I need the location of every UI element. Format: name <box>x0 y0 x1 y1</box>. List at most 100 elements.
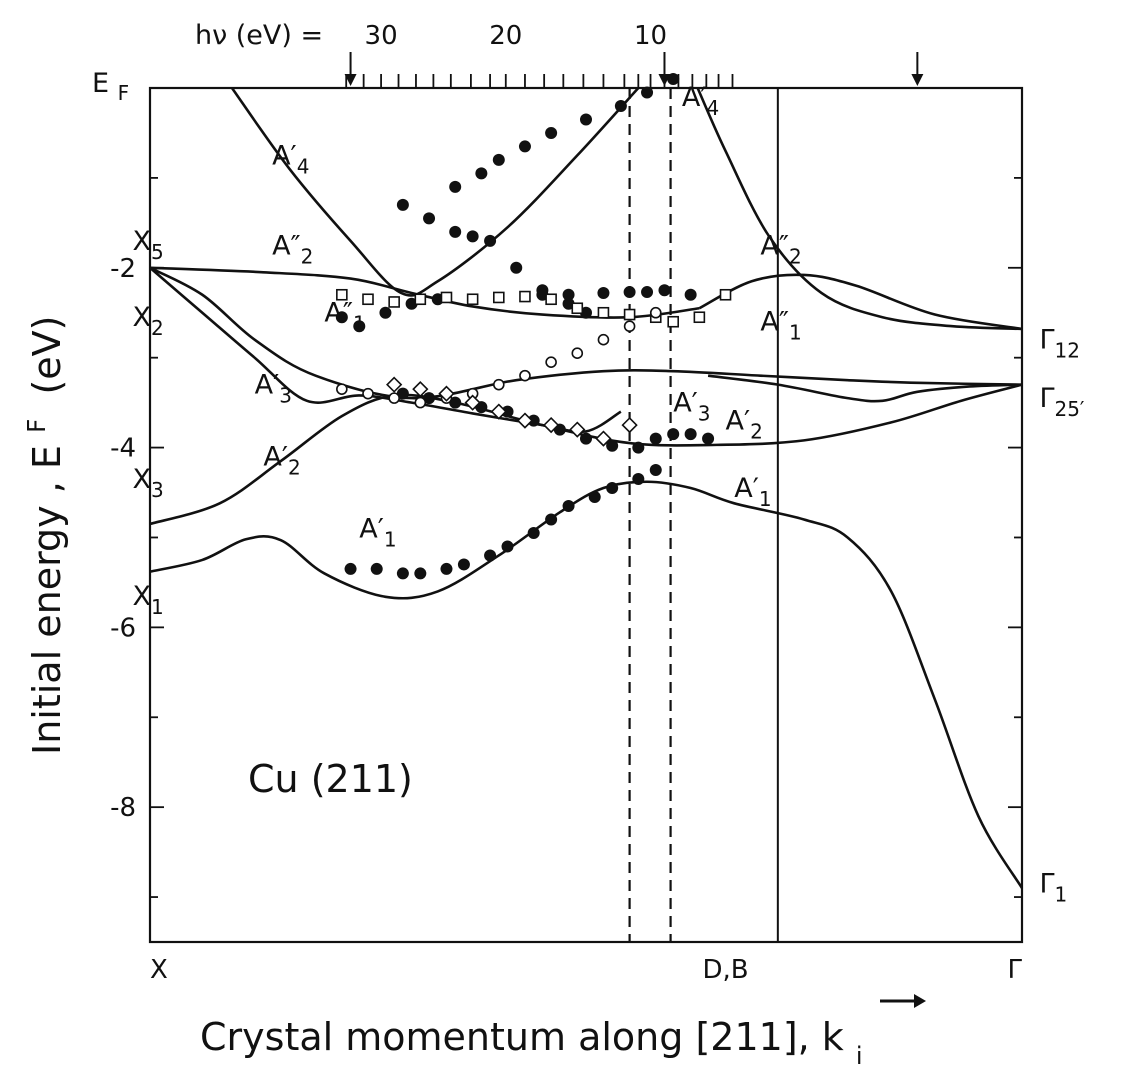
band-label-main: X <box>133 581 152 612</box>
filled-circle-point <box>423 212 436 225</box>
band-label-sub: 1 <box>789 321 802 345</box>
band-label-sub: 25′ <box>1054 397 1084 421</box>
filled-circle-point <box>684 428 697 441</box>
filled-circle-point <box>597 286 610 299</box>
filled-circle-point <box>527 414 540 427</box>
fermi-level-main: E <box>92 68 109 99</box>
y-axis-label-sup: F <box>22 419 51 433</box>
band-label-sub: 2 <box>151 316 164 340</box>
open-circle-point <box>649 306 662 319</box>
open-circle-point <box>414 396 427 409</box>
open-square-point <box>719 288 732 301</box>
filled-circle-point <box>545 126 558 139</box>
plot-border <box>148 86 1024 944</box>
band-label-sub: 3 <box>698 402 711 426</box>
band-label-main: X <box>133 226 152 257</box>
open-diamond-point <box>621 416 638 434</box>
filled-circle-point <box>641 86 654 99</box>
band-label-main: A″ <box>760 230 789 261</box>
filled-circle-point <box>492 153 505 166</box>
open-square-point <box>597 306 610 319</box>
filled-circle-point <box>658 284 671 297</box>
open-diamond-point <box>386 376 403 393</box>
top-axis-tick-label: 20 <box>489 21 522 51</box>
open-diamond-point <box>412 381 429 398</box>
filled-circle-point <box>623 286 636 299</box>
band-label-sub: 2 <box>288 456 301 480</box>
band-label-sub: 3 <box>151 478 164 502</box>
open-circle-point <box>519 369 531 382</box>
filled-circle-point <box>396 198 409 211</box>
y-axis-label-unit: (eV) <box>25 316 69 395</box>
filled-circle-point <box>580 432 592 445</box>
band-label: A′3 <box>673 388 710 426</box>
filled-circle-point <box>562 288 575 301</box>
filled-circle-point <box>632 473 645 486</box>
band-label-main: Γ <box>1039 383 1054 414</box>
band-label: X2 <box>133 302 164 340</box>
filled-circle-point <box>370 562 383 575</box>
x-axis-label-text: Crystal momentum along [211], k <box>200 1015 844 1059</box>
band-label: A′2 <box>263 442 300 480</box>
band-label-main: A′ <box>263 442 288 473</box>
top-axis-arrowhead <box>344 74 357 86</box>
band-curve <box>698 273 1023 331</box>
band-label-sub: 5 <box>151 240 164 264</box>
open-diamond-point <box>490 403 507 420</box>
sample-label: Cu (211) <box>248 757 413 801</box>
filled-circle-point <box>457 558 470 571</box>
open-square-point <box>667 315 680 328</box>
band-curve <box>230 87 640 297</box>
open-square-point <box>336 288 348 301</box>
open-circle-point <box>623 320 636 333</box>
band-label: A′1 <box>734 473 771 511</box>
open-square-point <box>492 291 505 304</box>
filled-circle-point <box>510 261 523 274</box>
open-circle-point <box>388 392 400 404</box>
band-label: X5 <box>133 226 164 264</box>
band-label-main: A′ <box>734 473 759 504</box>
top-axis-arrowhead <box>911 74 924 86</box>
x-tick-label: Γ <box>1008 955 1023 985</box>
y-tick-label: -2 <box>110 254 136 284</box>
band-label-main: X <box>133 464 152 495</box>
open-square-point <box>545 293 557 306</box>
band-label-main: A′ <box>682 82 707 113</box>
filled-circle-point <box>484 549 497 562</box>
top-axis-tick-label: 30 <box>365 21 398 51</box>
filled-circle-point <box>475 167 488 180</box>
band-label-main: A″ <box>324 298 353 329</box>
band-label: A″2 <box>760 230 801 268</box>
fermi-level-sub: F <box>118 81 130 105</box>
band-label-main: A′ <box>272 140 297 171</box>
filled-circle-point <box>518 140 531 153</box>
band-label-sub: 2 <box>750 420 763 444</box>
filled-circle-point <box>632 441 645 454</box>
filled-circle-point <box>606 482 619 495</box>
band-label-sub: 1 <box>151 595 164 619</box>
open-diamond-point <box>516 412 534 429</box>
top-axis-tick-label: 10 <box>634 21 667 51</box>
band-label-main: Γ <box>1039 325 1054 356</box>
open-square-point <box>519 290 531 303</box>
filled-circle-point <box>641 286 654 299</box>
open-square-point <box>466 293 479 306</box>
fermi-level-label: E F <box>92 68 129 105</box>
open-circle-point <box>492 378 505 391</box>
open-square-point <box>623 308 636 321</box>
filled-circle-point <box>501 540 514 553</box>
filled-circle-point <box>449 225 462 238</box>
top-axis-arrowhead <box>658 74 671 86</box>
band-label: Γ25′ <box>1039 383 1084 421</box>
filled-circle-point <box>414 567 427 580</box>
band-label: A′1 <box>359 513 396 551</box>
y-tick-label: -4 <box>110 434 136 464</box>
band-label-sub: 1 <box>353 312 366 336</box>
band-label: X3 <box>133 464 164 502</box>
open-square-point <box>362 293 374 306</box>
open-square-point <box>693 311 706 324</box>
band-label-sub: 2 <box>301 244 314 268</box>
y-tick-label: -6 <box>110 613 136 643</box>
band-label: X1 <box>133 581 164 619</box>
